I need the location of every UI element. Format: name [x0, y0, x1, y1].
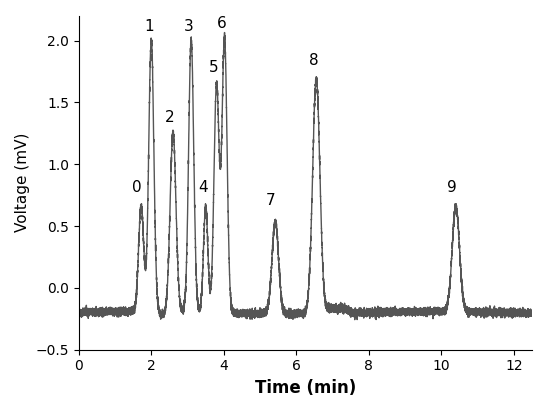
Text: 2: 2: [165, 110, 175, 125]
Text: 5: 5: [209, 60, 219, 75]
Text: 6: 6: [217, 16, 227, 31]
X-axis label: Time (min): Time (min): [255, 379, 356, 397]
Text: 7: 7: [266, 192, 276, 208]
Text: 3: 3: [183, 19, 193, 35]
Text: 8: 8: [309, 53, 318, 68]
Text: 4: 4: [198, 180, 208, 195]
Y-axis label: Voltage (mV): Voltage (mV): [15, 133, 30, 232]
Text: 0: 0: [132, 180, 142, 195]
Text: 1: 1: [144, 19, 154, 35]
Text: 9: 9: [447, 180, 456, 195]
